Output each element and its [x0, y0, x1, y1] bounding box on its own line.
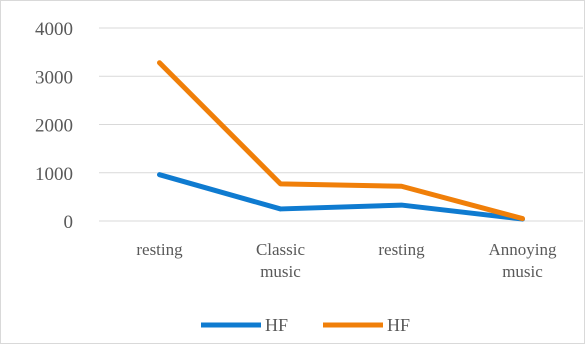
- x-category-label: Classic music: [256, 240, 306, 281]
- y-tick-label: 3000: [35, 67, 73, 88]
- series-lines: [159, 63, 522, 220]
- x-axis-category-labels: resting Classic music resting Annoying music: [136, 240, 557, 281]
- y-tick-label: 4000: [35, 19, 73, 40]
- x-category-label-line: resting: [378, 240, 425, 259]
- x-category-label: resting: [136, 240, 183, 259]
- y-tick-label: 1000: [35, 164, 73, 185]
- x-category-label: Annoying music: [489, 240, 558, 281]
- x-category-label-line: Annoying: [489, 240, 558, 259]
- series-line-2: [160, 63, 523, 219]
- gridlines: [99, 28, 583, 221]
- legend-label-2: HF: [387, 315, 410, 335]
- y-tick-label: 2000: [35, 116, 73, 137]
- legend: HF HF: [201, 315, 410, 335]
- x-category-label-line: music: [502, 262, 543, 281]
- x-category-label-line: resting: [136, 240, 183, 259]
- x-category-label: resting: [378, 240, 425, 259]
- y-axis-tick-labels: 0 1000 2000 3000 4000: [35, 19, 73, 233]
- y-tick-label: 0: [64, 212, 74, 233]
- legend-label-1: HF: [265, 315, 288, 335]
- x-category-label-line: Classic: [256, 240, 306, 259]
- x-category-label-line: music: [260, 262, 301, 281]
- series-line-1: [160, 175, 523, 219]
